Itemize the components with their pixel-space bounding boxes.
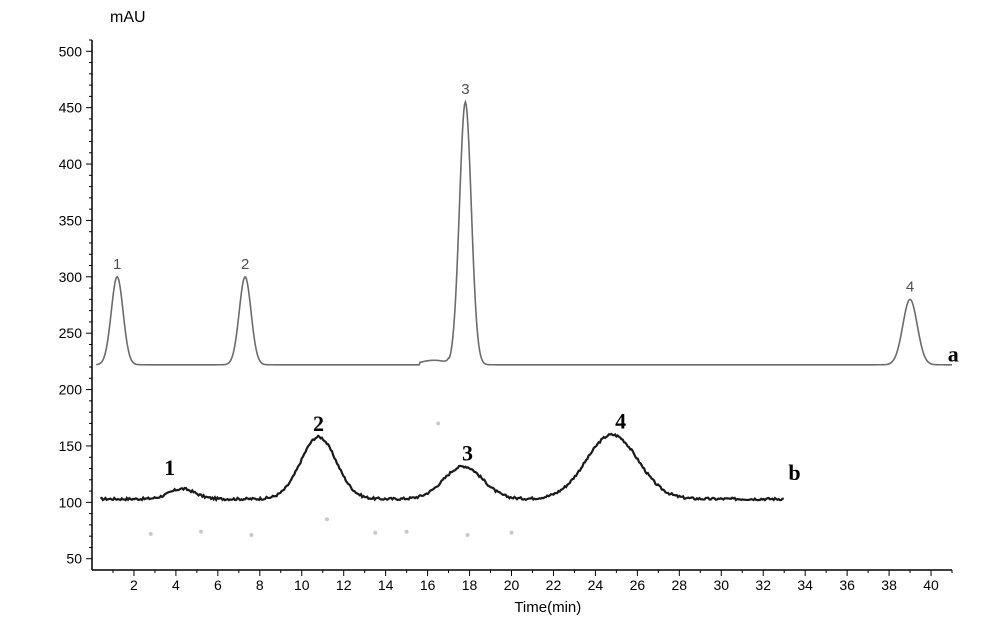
y-tick-label: 450 xyxy=(59,100,83,116)
x-tick-label: 34 xyxy=(797,577,813,593)
artifact-dot xyxy=(373,531,377,535)
y-tick-label: 350 xyxy=(59,212,83,228)
x-tick-label: 22 xyxy=(546,577,562,593)
y-tick-label: 50 xyxy=(66,551,82,567)
peak-label-b-2: 2 xyxy=(313,411,324,436)
peak-label-a-3: 3 xyxy=(461,81,469,98)
x-tick-label: 32 xyxy=(755,577,771,593)
peak-label-a-2: 2 xyxy=(241,256,249,273)
series-a-label: a xyxy=(948,341,959,366)
y-tick-label: 400 xyxy=(59,156,83,172)
y-tick-label: 200 xyxy=(59,382,83,398)
x-tick-label: 30 xyxy=(713,577,729,593)
peak-label-a-1: 1 xyxy=(113,256,121,273)
x-tick-label: 8 xyxy=(256,577,264,593)
peak-label-b-4: 4 xyxy=(615,409,626,434)
y-tick-label: 100 xyxy=(59,494,83,510)
peak-label-a-4: 4 xyxy=(906,278,914,295)
artifact-dot xyxy=(465,533,469,537)
x-tick-label: 20 xyxy=(504,577,520,593)
artifact-dot xyxy=(405,530,409,534)
x-axis-title: Time(min) xyxy=(514,599,581,616)
peak-label-b-1: 1 xyxy=(164,455,175,480)
peak-label-b-3: 3 xyxy=(462,440,473,465)
y-tick-label: 250 xyxy=(59,325,83,341)
y-tick-label: 150 xyxy=(59,438,83,454)
x-tick-label: 6 xyxy=(214,577,222,593)
x-tick-label: 2 xyxy=(130,577,138,593)
x-tick-label: 16 xyxy=(420,577,436,593)
y-tick-label: 300 xyxy=(59,269,83,285)
artifact-dot xyxy=(510,531,514,535)
x-tick-label: 24 xyxy=(588,577,604,593)
x-tick-label: 4 xyxy=(172,577,180,593)
trace-a xyxy=(96,102,952,365)
artifact-dot xyxy=(149,532,153,536)
artifact-dot xyxy=(436,421,440,425)
y-axis-unit: mAU xyxy=(110,9,146,26)
artifact-dot xyxy=(249,533,253,537)
artifact-dot xyxy=(199,530,203,534)
series-b-label: b xyxy=(788,460,800,485)
x-tick-label: 38 xyxy=(881,577,897,593)
x-tick-label: 12 xyxy=(336,577,352,593)
trace-b xyxy=(100,434,783,500)
x-tick-label: 14 xyxy=(378,577,394,593)
x-tick-label: 40 xyxy=(923,577,939,593)
x-tick-label: 28 xyxy=(672,577,688,593)
chromatogram-chart: 5010015020025030035040045050024681012141… xyxy=(0,0,1000,624)
x-tick-label: 10 xyxy=(294,577,310,593)
artifact-dot xyxy=(325,517,329,521)
y-tick-label: 500 xyxy=(59,43,83,59)
chart-svg: 5010015020025030035040045050024681012141… xyxy=(0,0,1000,624)
x-tick-label: 18 xyxy=(462,577,478,593)
x-tick-label: 36 xyxy=(839,577,855,593)
x-tick-label: 26 xyxy=(630,577,646,593)
